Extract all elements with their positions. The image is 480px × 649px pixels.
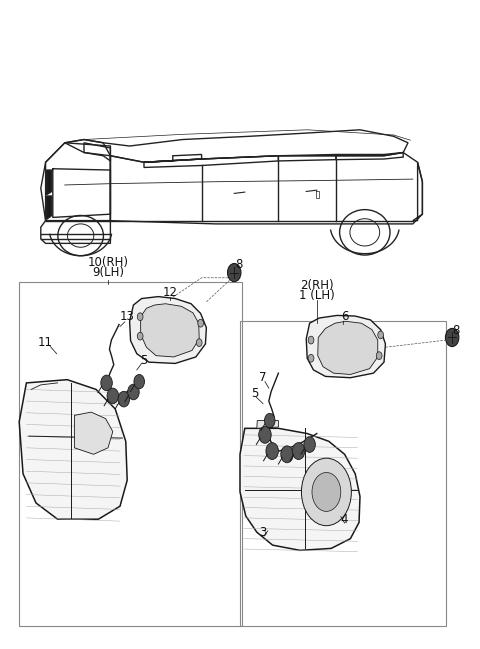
Circle shape — [196, 339, 202, 347]
Polygon shape — [240, 428, 360, 550]
Circle shape — [266, 443, 278, 459]
Text: 12: 12 — [163, 286, 178, 299]
Text: 6: 6 — [341, 310, 348, 323]
Circle shape — [308, 336, 314, 344]
Text: 5: 5 — [140, 354, 148, 367]
Circle shape — [137, 313, 143, 321]
Polygon shape — [47, 170, 52, 195]
Bar — [19, 282, 242, 626]
Polygon shape — [318, 321, 378, 374]
Circle shape — [228, 263, 241, 282]
Text: 10(RH): 10(RH) — [87, 256, 129, 269]
Circle shape — [376, 352, 382, 360]
Text: 8: 8 — [235, 258, 242, 271]
Polygon shape — [130, 297, 206, 363]
Text: 3: 3 — [259, 526, 267, 539]
Polygon shape — [306, 315, 385, 378]
Text: 11: 11 — [38, 336, 53, 349]
Circle shape — [198, 319, 204, 327]
Circle shape — [259, 426, 271, 443]
Polygon shape — [47, 196, 52, 219]
Circle shape — [107, 388, 119, 404]
Circle shape — [128, 384, 139, 400]
Text: 4: 4 — [340, 513, 348, 526]
Text: 8: 8 — [452, 324, 460, 337]
Text: 5: 5 — [251, 387, 258, 400]
Text: 9(LH): 9(LH) — [92, 266, 124, 279]
Circle shape — [292, 443, 305, 459]
Polygon shape — [257, 421, 278, 428]
Circle shape — [118, 391, 130, 407]
Circle shape — [301, 458, 351, 526]
Text: 7: 7 — [259, 371, 267, 384]
Polygon shape — [74, 412, 113, 454]
Circle shape — [304, 437, 315, 452]
Circle shape — [264, 413, 275, 428]
Circle shape — [308, 354, 314, 362]
Circle shape — [137, 332, 143, 340]
Text: 1 (LH): 1 (LH) — [299, 289, 335, 302]
Polygon shape — [19, 380, 127, 519]
Circle shape — [281, 446, 293, 463]
Text: 13: 13 — [120, 310, 134, 323]
Polygon shape — [141, 304, 199, 357]
Text: 2(RH): 2(RH) — [300, 279, 334, 292]
Circle shape — [101, 375, 112, 391]
Bar — [240, 321, 446, 626]
Circle shape — [312, 472, 341, 511]
Circle shape — [378, 331, 384, 339]
Circle shape — [445, 328, 459, 347]
Circle shape — [134, 374, 144, 389]
